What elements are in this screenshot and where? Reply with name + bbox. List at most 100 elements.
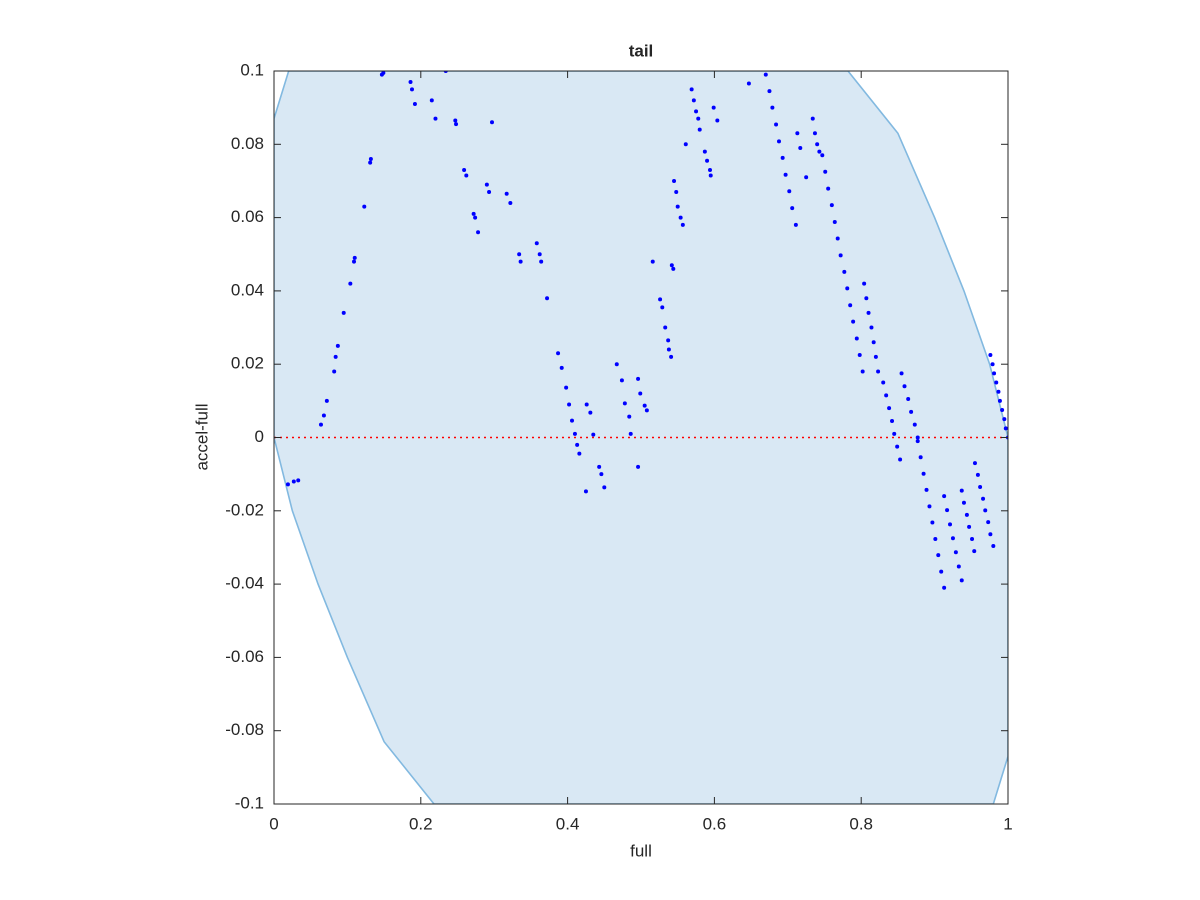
- point: [810, 116, 815, 121]
- point: [619, 378, 624, 383]
- point: [988, 353, 993, 358]
- point: [842, 269, 847, 274]
- point: [518, 259, 523, 264]
- point: [790, 206, 795, 211]
- point: [666, 338, 671, 343]
- point: [1003, 426, 1008, 431]
- point: [545, 296, 550, 301]
- point: [829, 203, 834, 208]
- point: [848, 303, 853, 308]
- y-tick-label: -0.1: [235, 793, 264, 812]
- point: [584, 402, 589, 407]
- point: [927, 504, 932, 509]
- point: [462, 167, 467, 172]
- point: [988, 532, 993, 537]
- point: [981, 496, 986, 501]
- point: [324, 398, 329, 403]
- point: [933, 537, 938, 542]
- point: [537, 252, 542, 257]
- point: [539, 259, 544, 264]
- point: [567, 402, 572, 407]
- point: [845, 286, 850, 291]
- point: [978, 484, 983, 489]
- point: [707, 167, 712, 172]
- point: [508, 200, 513, 205]
- point: [823, 169, 828, 174]
- point: [660, 305, 665, 310]
- point: [642, 403, 647, 408]
- y-tick-label: -0.06: [225, 647, 264, 666]
- point: [912, 422, 917, 427]
- point: [694, 109, 699, 114]
- point: [296, 478, 301, 483]
- point: [864, 296, 869, 301]
- point: [992, 371, 997, 376]
- point: [678, 215, 683, 220]
- point: [838, 253, 843, 258]
- point: [776, 139, 781, 144]
- point: [672, 178, 677, 183]
- point: [930, 520, 935, 525]
- point: [636, 464, 641, 469]
- point: [368, 156, 373, 161]
- point: [948, 522, 953, 527]
- y-tick-label: -0.02: [225, 500, 264, 519]
- point: [812, 131, 817, 136]
- y-tick-label: 0.1: [240, 60, 264, 79]
- point: [711, 105, 716, 110]
- point: [892, 431, 897, 436]
- point: [804, 175, 809, 180]
- point: [636, 376, 641, 381]
- point: [591, 432, 596, 437]
- y-tick-label: 0.06: [231, 207, 264, 226]
- point: [454, 122, 459, 127]
- y-tick-label: 0: [255, 427, 264, 446]
- point: [335, 343, 340, 348]
- point: [997, 398, 1002, 403]
- point: [899, 371, 904, 376]
- point: [517, 252, 522, 257]
- point: [708, 173, 713, 178]
- point: [964, 512, 969, 517]
- point: [697, 127, 702, 132]
- point: [851, 319, 856, 324]
- y-tick-label: 0.08: [231, 134, 264, 153]
- point: [412, 101, 417, 106]
- point: [680, 222, 685, 227]
- point: [504, 191, 509, 196]
- point: [763, 72, 768, 77]
- point: [915, 435, 920, 440]
- point: [918, 455, 923, 460]
- point: [352, 255, 357, 260]
- point: [795, 131, 800, 136]
- point: [429, 98, 434, 103]
- axes: 0 0.2 0.4 0.6 0.8 1 -0.1 -0.08 -0.06 -0.04 -0.02 0 0…: [225, 60, 1012, 833]
- point: [832, 219, 837, 224]
- y-tick-label: 0.04: [231, 280, 264, 299]
- point: [674, 189, 679, 194]
- x-axis-label: full: [630, 841, 652, 860]
- x-tick-label: 1: [1003, 814, 1012, 833]
- point: [817, 149, 822, 154]
- point: [826, 186, 831, 191]
- point: [285, 482, 290, 487]
- point: [857, 353, 862, 358]
- point: [961, 500, 966, 505]
- point: [787, 189, 792, 194]
- x-tick-label: 0.8: [849, 814, 873, 833]
- point: [683, 142, 688, 147]
- point: [433, 116, 438, 121]
- point: [691, 98, 696, 103]
- point: [368, 160, 373, 165]
- point: [815, 142, 820, 147]
- x-tick-label: 0.6: [703, 814, 727, 833]
- point: [291, 479, 296, 484]
- point: [906, 397, 911, 402]
- point: [583, 489, 588, 494]
- point: [588, 410, 593, 415]
- point: [715, 118, 720, 123]
- point: [534, 241, 539, 246]
- point: [689, 87, 694, 92]
